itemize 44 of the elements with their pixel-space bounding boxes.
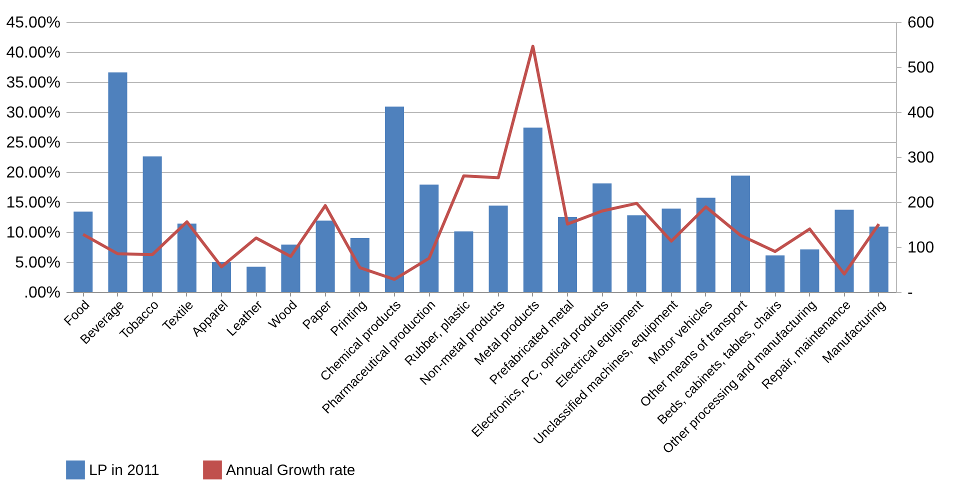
bar	[627, 215, 646, 292]
legend-label: Annual Growth rate	[226, 462, 356, 479]
y-tick-label: .00%	[24, 284, 60, 302]
line-series	[82, 44, 880, 281]
y-tick-label: 15.00%	[6, 194, 60, 212]
y2-tick-label: 600	[908, 14, 934, 32]
y-tick-label: 10.00%	[6, 224, 60, 242]
bar	[177, 224, 196, 292]
bar	[766, 255, 785, 292]
bar	[108, 72, 128, 292]
bar	[142, 156, 162, 292]
y2-tick-label: 500	[908, 60, 934, 76]
bar	[350, 238, 370, 292]
bar	[696, 198, 716, 292]
y-tick-label: 5.00%	[15, 254, 60, 272]
bar	[420, 184, 439, 292]
y-tick-label: 30.00%	[6, 104, 60, 122]
bar	[281, 244, 300, 292]
y2-tick-label: 400	[908, 104, 934, 122]
y2-tick-label: 200	[908, 194, 934, 212]
bar	[592, 183, 612, 292]
y2-tick-label: -	[908, 284, 913, 302]
bar	[384, 106, 404, 292]
y2-tick-label: 100	[908, 240, 934, 256]
y-tick-label: 40.00%	[6, 44, 60, 62]
bar	[246, 266, 266, 292]
bar	[558, 217, 578, 292]
bar	[869, 226, 888, 292]
y-tick-label: 25.00%	[6, 134, 60, 152]
y-tick-label: 20.00%	[6, 164, 60, 182]
legend-label: LP in 2011	[89, 462, 160, 479]
bar	[523, 128, 542, 292]
bar	[834, 210, 854, 292]
bar	[316, 220, 335, 292]
bar	[730, 176, 750, 292]
bar	[74, 212, 93, 292]
y-tick-label: 35.00%	[6, 74, 60, 92]
bar	[662, 208, 681, 292]
bar	[454, 231, 474, 292]
bar	[800, 249, 820, 292]
y2-tick-label: 300	[908, 150, 934, 166]
bar	[212, 262, 232, 292]
bar	[488, 206, 508, 292]
y-tick-label: 45.00%	[6, 14, 60, 32]
